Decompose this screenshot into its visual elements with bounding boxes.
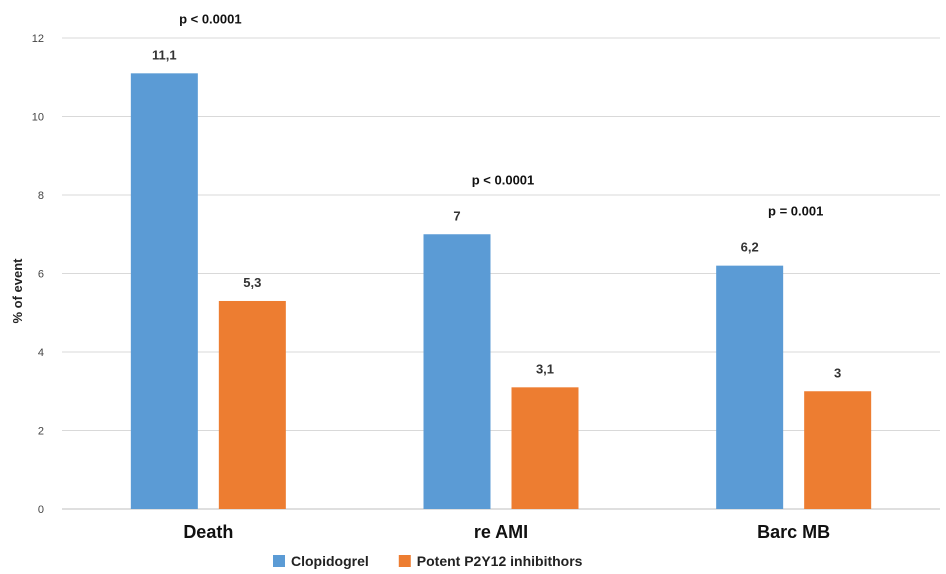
data-label: 3,1 xyxy=(536,361,554,376)
y-tick-label: 12 xyxy=(32,33,44,45)
p-value-annotation: p = 0.001 xyxy=(768,204,823,219)
y-tick-label: 6 xyxy=(38,269,44,281)
legend-label: Potent P2Y12 inhibithors xyxy=(417,553,583,569)
bar xyxy=(804,391,872,509)
bar xyxy=(423,234,491,509)
bar xyxy=(218,300,286,509)
y-tick-label: 0 xyxy=(38,504,44,516)
x-tick-label: Barc MB xyxy=(757,522,830,542)
y-tick-label: 8 xyxy=(38,190,44,202)
y-tick-label: 10 xyxy=(32,112,44,124)
y-tick-labels: 0 2 4 6 8 10 12 xyxy=(32,33,44,516)
x-tick-label: re AMI xyxy=(474,522,528,542)
x-tick-labels: Death re AMI Barc MB xyxy=(183,522,830,542)
legend-swatch xyxy=(273,555,285,567)
bar xyxy=(511,387,579,509)
data-label: 3 xyxy=(834,365,841,380)
bar xyxy=(130,73,198,509)
data-labels: 11,1 5,3 7 3,1 6,2 3 xyxy=(152,47,841,380)
data-label: 5,3 xyxy=(243,275,261,290)
p-value-annotations: p < 0.0001 p < 0.0001 p = 0.001 xyxy=(179,11,823,218)
legend-label: Clopidogrel xyxy=(291,553,369,569)
y-axis-label: % of event xyxy=(10,258,25,324)
p-value-annotation: p < 0.0001 xyxy=(179,11,242,26)
bars xyxy=(130,73,872,509)
y-tick-label: 2 xyxy=(38,426,44,438)
gridlines xyxy=(62,37,940,510)
p-value-annotation: p < 0.0001 xyxy=(472,172,535,187)
data-label: 6,2 xyxy=(741,240,759,255)
data-label: 11,1 xyxy=(152,47,177,62)
x-tick-label: Death xyxy=(183,522,233,542)
data-label: 7 xyxy=(453,208,460,223)
legend-swatch xyxy=(398,555,411,567)
y-tick-label: 4 xyxy=(38,347,44,359)
legend: Clopidogrel Potent P2Y12 inhibithors xyxy=(273,553,583,569)
bar xyxy=(716,265,784,509)
